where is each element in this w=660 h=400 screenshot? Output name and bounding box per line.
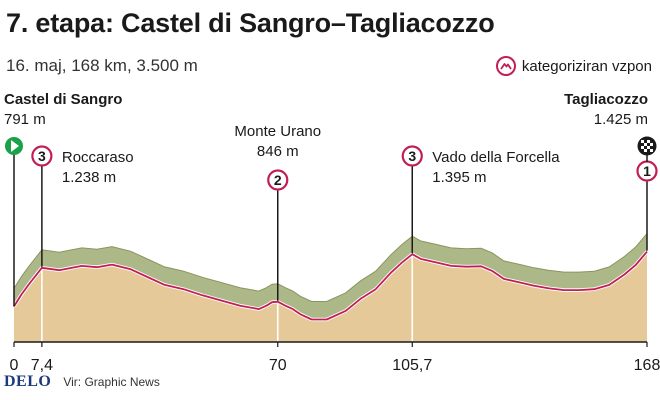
climb-elevation: 846 m <box>257 143 299 160</box>
climb-category: 1 <box>643 163 651 179</box>
legend-label: kategoriziran vzpon <box>521 57 652 75</box>
legend: kategoriziran vzpon <box>495 56 652 76</box>
climb-name: Roccaraso <box>62 149 134 166</box>
start-label: Castel di Sangro 791 m <box>4 90 122 130</box>
climb-category: 2 <box>274 172 282 188</box>
play-icon <box>11 140 19 152</box>
ridge-line <box>13 233 648 302</box>
climb-marker-icon <box>495 56 516 76</box>
delo-logo: DELO <box>4 373 52 390</box>
terrain-shading <box>14 233 647 320</box>
climb-name: Vado della Forcella <box>432 149 560 166</box>
climb-category-badge <box>31 145 53 167</box>
climb-elevation: 1.238 m <box>62 169 116 186</box>
start-name: Castel di Sangro <box>4 91 123 108</box>
road-line <box>13 251 648 321</box>
finish-flag-icon <box>637 136 657 156</box>
terrain-area <box>14 251 647 342</box>
finish-name: Tagliacozzo <box>564 91 648 108</box>
climb-elevation: 1.395 m <box>432 169 486 186</box>
finish-label: Tagliacozzo 1.425 m <box>564 90 648 130</box>
source-credit: Vir: Graphic News <box>63 375 160 389</box>
x-tick-label: 70 <box>269 357 287 374</box>
climb-category: 3 <box>408 148 416 164</box>
climb-category: 3 <box>38 148 46 164</box>
climb-category-badge <box>267 169 289 191</box>
page-title: 7. etapa: Castel di Sangro–Tagliacozzo <box>6 8 495 38</box>
x-tick-label: 168 <box>634 357 660 374</box>
footer: DELO Vir: Graphic News <box>4 373 160 391</box>
x-tick-label: 7,4 <box>31 357 53 374</box>
x-tick-label: 0 <box>10 357 19 374</box>
x-tick-label: 105,7 <box>392 357 432 374</box>
stage-subtitle: 16. maj, 168 km, 3.500 m <box>6 56 198 75</box>
climb-category-badge <box>401 145 423 167</box>
finish-elevation: 1.425 m <box>593 111 648 128</box>
climb-name: Monte Urano <box>234 123 321 140</box>
start-elevation: 791 m <box>4 111 46 128</box>
